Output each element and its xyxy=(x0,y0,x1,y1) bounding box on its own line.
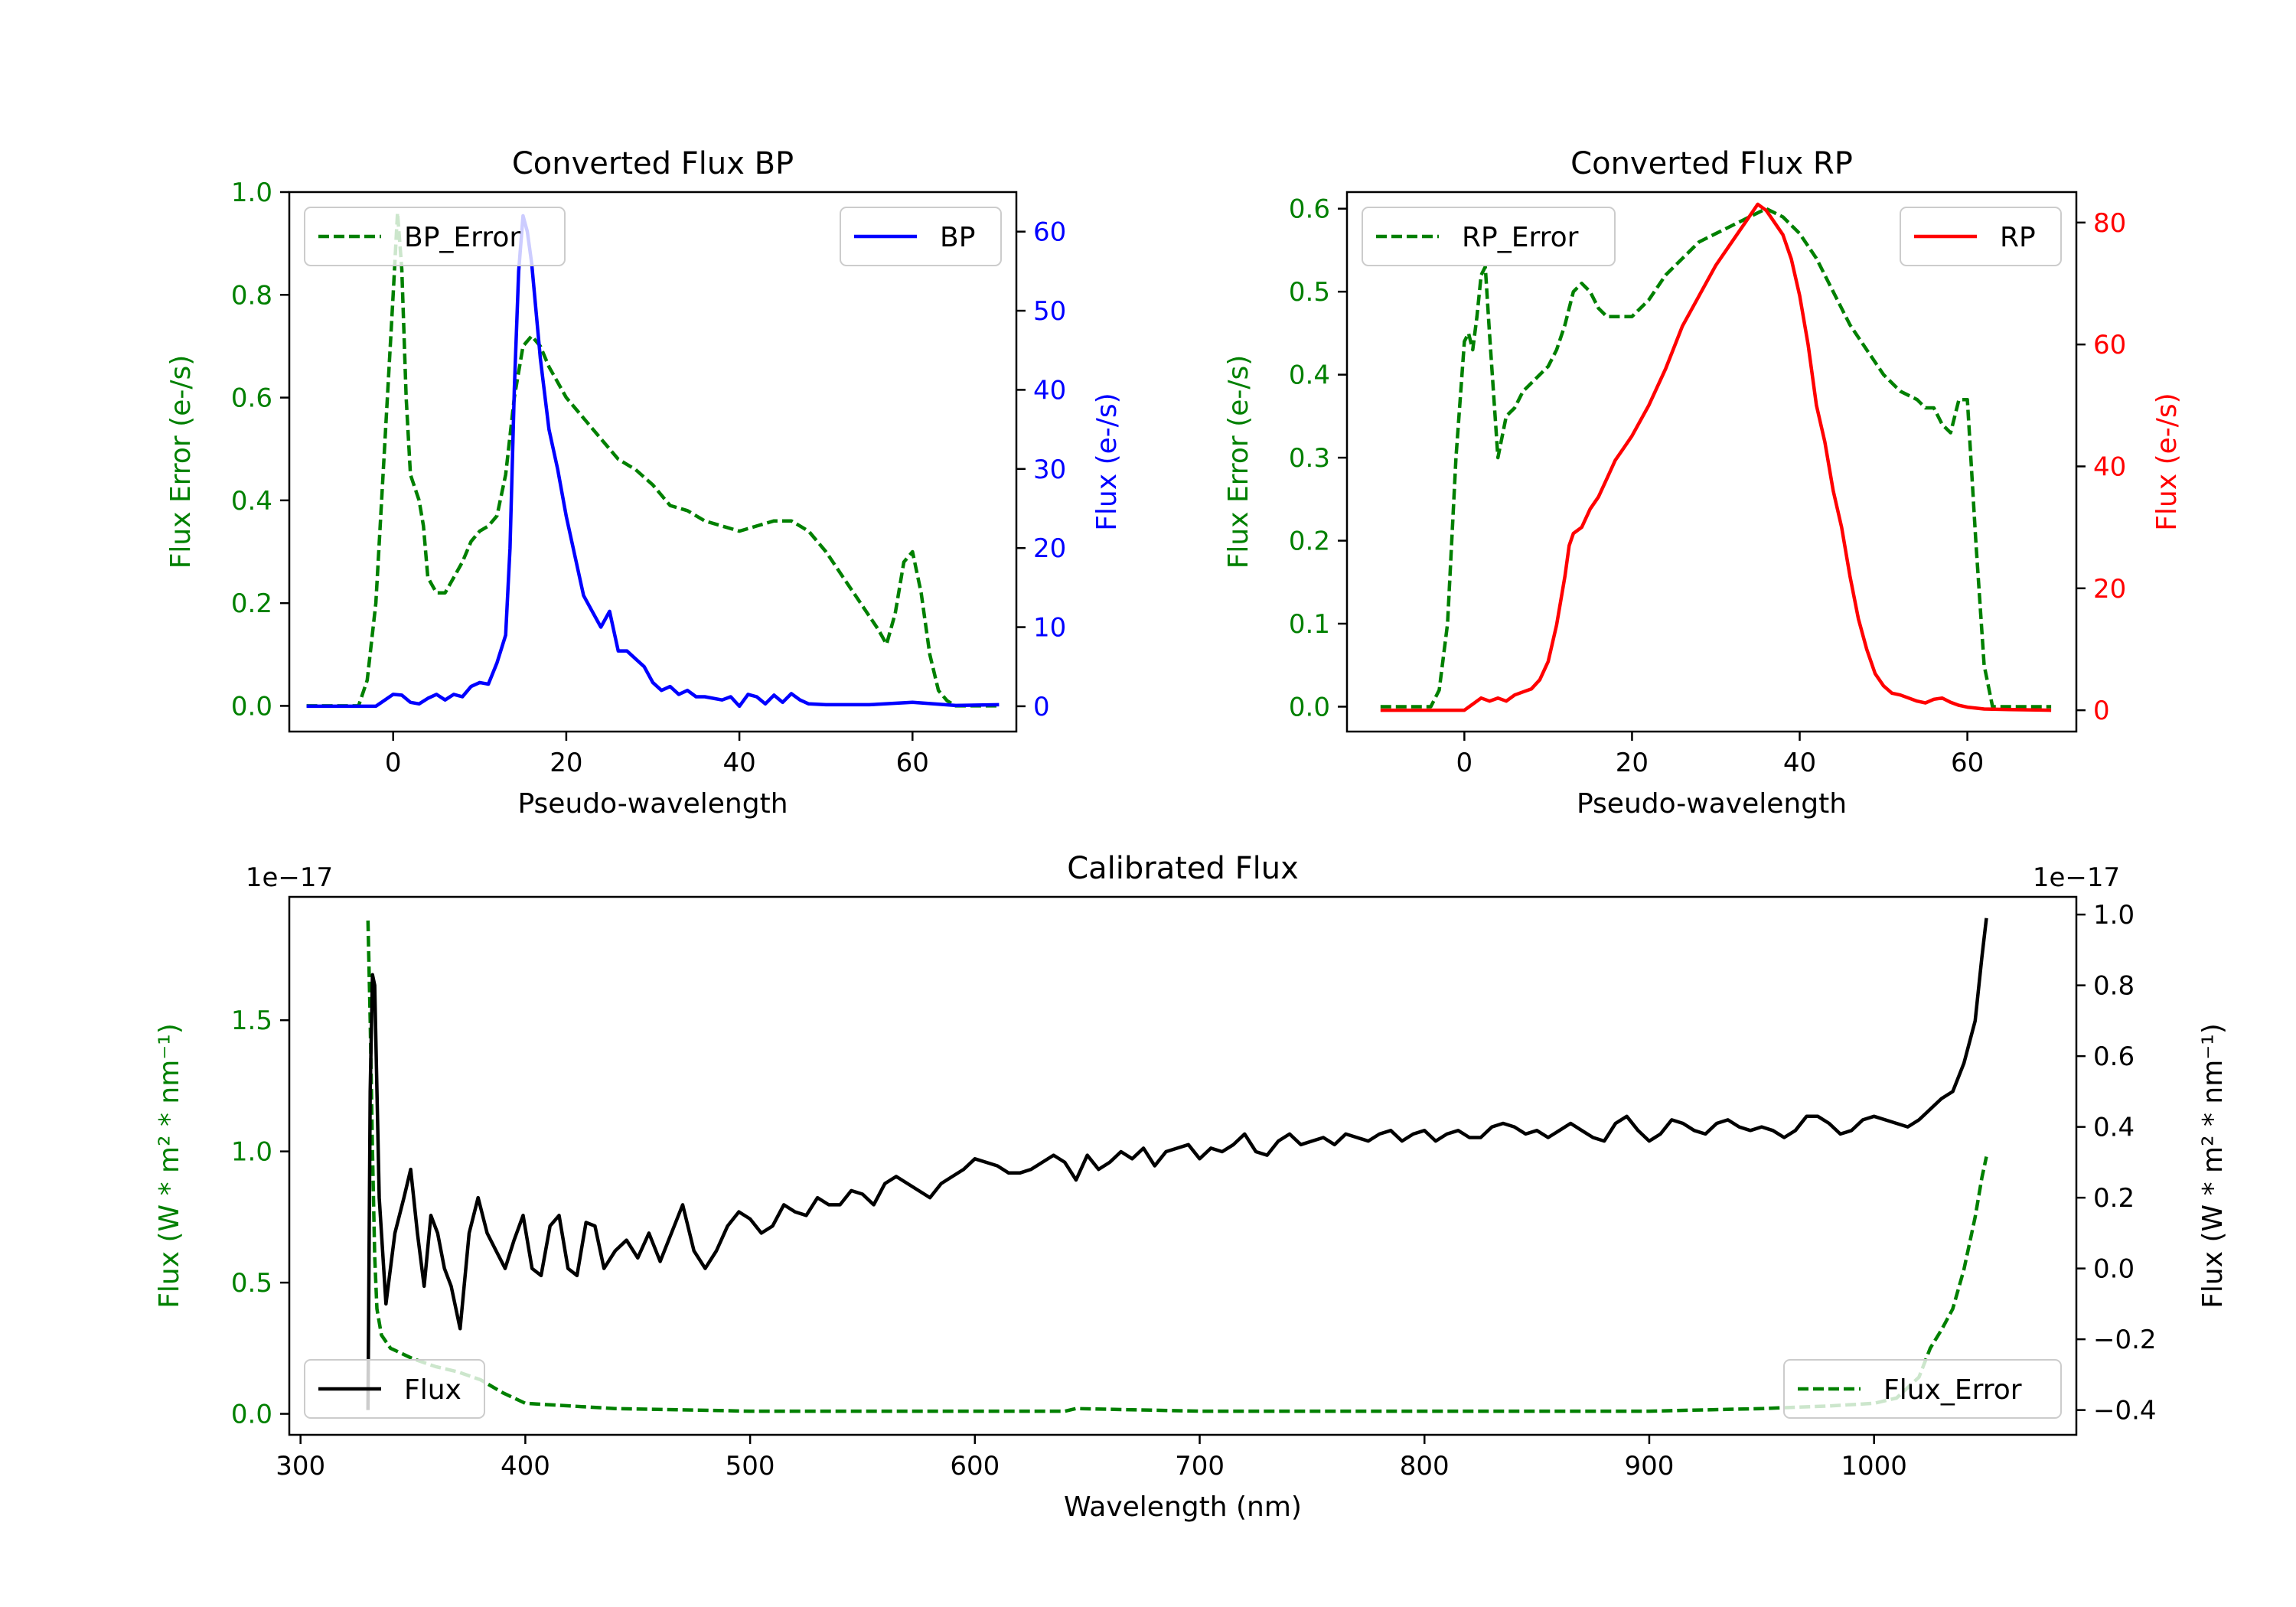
series-line-rp xyxy=(1380,202,2052,712)
y-right-tick-label: 60 xyxy=(1033,217,1066,248)
y-left-tick-label: 0.3 xyxy=(1289,443,1330,474)
legend-box xyxy=(304,1359,485,1419)
x-tick-label: 300 xyxy=(276,1451,325,1482)
x-axis-label: Pseudo-wavelength xyxy=(1577,788,1847,820)
y-left-tick-label: 0.0 xyxy=(231,1400,272,1430)
legend-label: BP xyxy=(940,222,975,253)
series-line-flux-error xyxy=(366,920,1988,1413)
y-right-tick-label: 40 xyxy=(2093,451,2126,482)
chart-cal: 300 400 500 600 700 800 900 1000 0.0 0.5 1.0 1.5 −0.… xyxy=(154,851,2229,1523)
legend-label: RP_Error xyxy=(1462,222,1579,253)
y-left-tick-label: 0.6 xyxy=(1289,194,1330,225)
y-right-tick-label: −0.2 xyxy=(2093,1325,2157,1355)
legend-rp-error: RP_Error xyxy=(1362,207,1616,266)
legend-box xyxy=(1900,207,2062,266)
y-right-tick-label: 0 xyxy=(1033,692,1050,722)
y-left-tick-label: 0.6 xyxy=(231,383,272,414)
y-right-tick-label: 40 xyxy=(1033,375,1066,406)
x-tick-label: 60 xyxy=(1951,748,1984,778)
x-tick-label: 400 xyxy=(501,1451,550,1482)
chart-bp: 0 20 40 60 0.0 0.2 0.4 0.6 0.8 1.0 0 10 20 30 40 50 60 Co… xyxy=(165,146,1123,820)
y-left-tick-label: 0.5 xyxy=(1289,277,1330,308)
legend-label: RP xyxy=(2000,222,2036,253)
series-line-bp xyxy=(306,214,1000,709)
y-right-tick-label: 1.0 xyxy=(2093,900,2135,931)
y-left-tick-label: 0.4 xyxy=(1289,360,1330,391)
series-line-bp-error xyxy=(306,210,1000,708)
legend-rp: RP xyxy=(1900,207,2062,266)
chart-title: Calibrated Flux xyxy=(1067,851,1299,886)
y-right-tick-label: 0.2 xyxy=(2093,1183,2135,1214)
x-tick-label: 700 xyxy=(1175,1451,1225,1482)
y-right-tick-label: 60 xyxy=(2093,330,2126,360)
y-left-tick-label: 0.8 xyxy=(231,280,272,311)
y-right-tick-label: 0.6 xyxy=(2093,1041,2135,1072)
y-left-tick-label: 1.0 xyxy=(231,178,272,208)
y-right-tick-label: 20 xyxy=(1033,533,1066,564)
legend-box xyxy=(1362,207,1616,266)
x-tick-label: 0 xyxy=(1456,748,1473,778)
y-right-tick-label: 0 xyxy=(2093,696,2110,726)
x-tick-label: 1000 xyxy=(1841,1451,1907,1482)
legend-label: BP_Error xyxy=(404,222,520,253)
legend-box xyxy=(1783,1359,2062,1419)
legend-box xyxy=(304,207,566,266)
x-tick-label: 20 xyxy=(1616,748,1649,778)
y-left-axis-label: Flux Error (e-/s) xyxy=(1223,355,1254,569)
axes-frame xyxy=(1345,191,2078,733)
chart-rp: 0 20 40 60 0.0 0.1 0.2 0.3 0.4 0.5 0.6 0 20 40 60 80 Con… xyxy=(1223,146,2183,820)
x-tick-label: 800 xyxy=(1400,1451,1450,1482)
y-right-axis-label: Flux (W * m² * nm⁻¹) xyxy=(2197,1023,2229,1309)
y-left-tick-label: 0.5 xyxy=(231,1268,272,1299)
chart-title: Converted Flux BP xyxy=(512,146,794,181)
chart-title: Converted Flux RP xyxy=(1570,146,1853,181)
axes-frame xyxy=(288,191,1018,733)
y-left-offset-label: 1e−17 xyxy=(246,862,333,893)
y-right-tick-label: 10 xyxy=(1033,613,1066,644)
y-right-tick-label: −0.4 xyxy=(2093,1396,2157,1426)
x-tick-label: 40 xyxy=(722,748,755,778)
y-right-tick-label: 50 xyxy=(1033,296,1066,327)
x-axis-label: Pseudo-wavelength xyxy=(517,788,788,820)
y-left-tick-label: 0.0 xyxy=(1289,692,1330,722)
y-left-tick-label: 1.5 xyxy=(231,1006,272,1036)
series-line-flux xyxy=(366,918,1988,1410)
y-left-tick-label: 0.2 xyxy=(231,588,272,619)
y-right-tick-label: 30 xyxy=(1033,455,1066,485)
legend-flux-error: Flux_Error xyxy=(1783,1359,2062,1419)
y-right-tick-label: 0.0 xyxy=(2093,1254,2135,1285)
y-left-tick-label: 0.0 xyxy=(231,691,272,722)
legend-label: Flux_Error xyxy=(1883,1374,2022,1406)
y-right-tick-label: 80 xyxy=(2093,208,2126,239)
x-tick-label: 20 xyxy=(550,748,582,778)
y-left-tick-label: 0.1 xyxy=(1289,609,1330,640)
y-right-axis-label: Flux (e-/s) xyxy=(1091,393,1123,530)
legend-label: Flux xyxy=(404,1374,461,1406)
y-right-tick-label: 0.4 xyxy=(2093,1113,2135,1143)
legend-flux: Flux xyxy=(304,1359,485,1419)
x-tick-label: 0 xyxy=(385,748,402,778)
y-left-axis-label: Flux Error (e-/s) xyxy=(165,355,197,569)
y-left-tick-label: 0.2 xyxy=(1289,526,1330,557)
series-line-rp-error xyxy=(1380,207,2052,709)
legend-box xyxy=(840,207,1002,266)
x-tick-label: 60 xyxy=(896,748,929,778)
x-axis-label: Wavelength (nm) xyxy=(1064,1491,1302,1523)
y-right-axis-label: Flux (e-/s) xyxy=(2151,393,2183,530)
y-left-tick-label: 0.4 xyxy=(231,486,272,517)
y-left-tick-label: 1.0 xyxy=(231,1137,272,1168)
y-left-axis-label: Flux (W * m² * nm⁻¹) xyxy=(154,1023,185,1309)
x-tick-label: 40 xyxy=(1783,748,1816,778)
legend-bp: BP xyxy=(840,207,1002,266)
x-tick-label: 900 xyxy=(1624,1451,1674,1482)
legend-bp-error: BP_Error xyxy=(304,207,566,266)
x-tick-label: 600 xyxy=(950,1451,1000,1482)
x-tick-label: 500 xyxy=(726,1451,775,1482)
axes-frame xyxy=(288,895,2078,1436)
y-right-tick-label: 0.8 xyxy=(2093,971,2135,1002)
y-right-offset-label: 1e−17 xyxy=(2033,862,2120,893)
y-right-tick-label: 20 xyxy=(2093,574,2126,605)
